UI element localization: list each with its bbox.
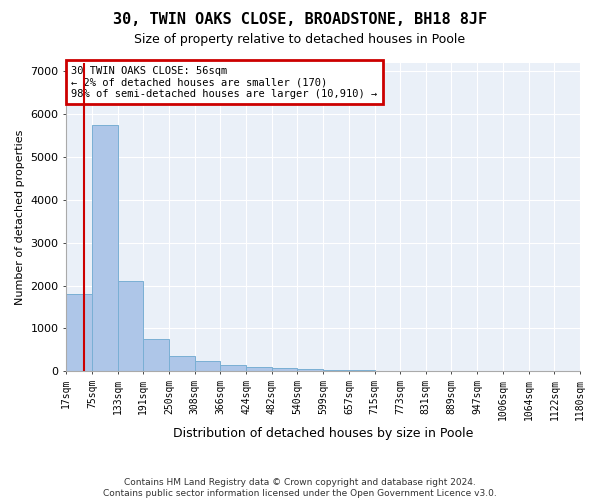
Bar: [169, 356, 195, 372]
Text: Size of property relative to detached houses in Poole: Size of property relative to detached ho…: [134, 32, 466, 46]
Bar: [67, 294, 92, 372]
X-axis label: Distribution of detached houses by size in Poole: Distribution of detached houses by size …: [173, 427, 473, 440]
Bar: [246, 367, 272, 372]
Bar: [272, 368, 298, 372]
Text: 30, TWIN OAKS CLOSE, BROADSTONE, BH18 8JF: 30, TWIN OAKS CLOSE, BROADSTONE, BH18 8J…: [113, 12, 487, 28]
Text: 30 TWIN OAKS CLOSE: 56sqm
← 2% of detached houses are smaller (170)
98% of semi-: 30 TWIN OAKS CLOSE: 56sqm ← 2% of detach…: [71, 66, 378, 99]
Text: Contains HM Land Registry data © Crown copyright and database right 2024.
Contai: Contains HM Land Registry data © Crown c…: [103, 478, 497, 498]
Bar: [323, 370, 349, 372]
Y-axis label: Number of detached properties: Number of detached properties: [15, 129, 25, 304]
Bar: [349, 370, 374, 372]
Bar: [118, 281, 143, 372]
Bar: [195, 362, 220, 372]
Bar: [298, 369, 323, 372]
Bar: [92, 124, 118, 372]
Bar: [143, 339, 169, 372]
Bar: [220, 365, 246, 372]
